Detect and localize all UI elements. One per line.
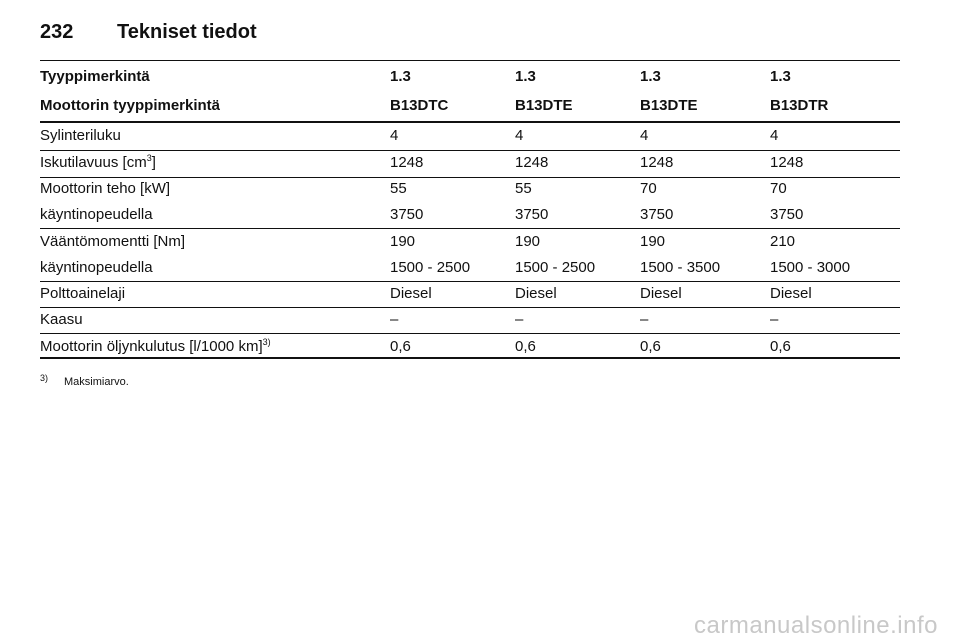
row-label: Kaasu	[40, 311, 83, 329]
page-title: Tekniset tiedot	[117, 21, 257, 43]
label-text: Moottorin öljynkulutus [l/1000 km]	[40, 338, 263, 355]
row-label: Iskutilavuus [cm3]	[40, 154, 156, 172]
table-rule	[40, 357, 900, 359]
cell: 55	[390, 180, 407, 197]
cell: 3750	[640, 206, 674, 223]
header-cell: Tyyppimerkintä	[40, 68, 150, 85]
label-text: Moottorin teho [kW]	[40, 180, 171, 197]
cell: –	[640, 311, 649, 328]
cell: 4	[390, 127, 399, 144]
header-cell: B13DTE	[640, 97, 698, 114]
cell: Diesel	[390, 285, 432, 302]
watermark: carmanualsonline.info	[694, 612, 938, 639]
table-rule	[40, 228, 900, 229]
header-cell: 1.3	[640, 68, 661, 85]
cell: 70	[640, 180, 657, 197]
label-text: Polttoainelaji	[40, 285, 126, 302]
label-text: ]	[151, 154, 156, 171]
table-rule	[40, 333, 900, 334]
cell: 1248	[390, 154, 424, 171]
row-label: Vääntömomentti [Nm]	[40, 233, 185, 251]
cell: 1500 - 3500	[640, 259, 721, 276]
cell: 3750	[770, 206, 804, 223]
cell: 1500 - 3000	[770, 259, 851, 276]
cell: 3750	[390, 206, 424, 223]
row-label: Polttoainelaji	[40, 285, 125, 303]
row-label: käyntinopeudella	[40, 206, 153, 224]
cell: 190	[390, 233, 416, 250]
cell: –	[770, 311, 779, 328]
header-cell: Moottorin tyyppimerkintä	[40, 97, 221, 114]
cell: 0,6	[515, 338, 536, 355]
cell: –	[390, 311, 399, 328]
cell: 4	[515, 127, 524, 144]
cell: Diesel	[640, 285, 682, 302]
cell: 0,6	[770, 338, 791, 355]
header-cell: B13DTR	[770, 97, 829, 114]
footnote-marker: 3)	[40, 373, 49, 383]
label-text: käyntinopeudella	[40, 206, 153, 223]
cell: 210	[770, 233, 796, 250]
label-text: Iskutilavuus [cm	[40, 154, 147, 171]
cell: 0,6	[640, 338, 661, 355]
cell: 3750	[515, 206, 549, 223]
header-cell: 1.3	[515, 68, 536, 85]
cell: 70	[770, 180, 787, 197]
cell: 4	[640, 127, 649, 144]
cell: 1248	[640, 154, 674, 171]
cell: 1248	[515, 154, 549, 171]
cell: Diesel	[515, 285, 557, 302]
cell: 1248	[770, 154, 804, 171]
table-rule	[40, 177, 900, 178]
cell: 1500 - 2500	[390, 259, 471, 276]
label-text: Kaasu	[40, 311, 83, 328]
cell: 190	[515, 233, 541, 250]
cell: 55	[515, 180, 532, 197]
row-label: Moottorin öljynkulutus [l/1000 km]3)	[40, 338, 271, 356]
row-label: Sylinteriluku	[40, 127, 121, 145]
label-text: Sylinteriluku	[40, 127, 121, 144]
page-number: 232	[40, 21, 74, 43]
table-rule	[40, 307, 900, 308]
header-cell: B13DTE	[515, 97, 573, 114]
header-rule	[40, 60, 900, 61]
header-cell: B13DTC	[390, 97, 449, 114]
cell: 1500 - 2500	[515, 259, 596, 276]
label-text: käyntinopeudella	[40, 259, 153, 276]
cell: 190	[640, 233, 666, 250]
cell: –	[515, 311, 524, 328]
header-cell: 1.3	[390, 68, 411, 85]
label-text: Vääntömomentti [Nm]	[40, 233, 186, 250]
table-rule	[40, 121, 900, 123]
table-rule	[40, 150, 900, 151]
row-label: Moottorin teho [kW]	[40, 180, 170, 198]
label-superscript: 3	[146, 153, 152, 163]
label-superscript: 3)	[262, 337, 271, 347]
header-cell: 1.3	[770, 68, 791, 85]
table-rule	[40, 281, 900, 282]
cell: Diesel	[770, 285, 812, 302]
footnote-text: Maksimiarvo.	[64, 376, 129, 388]
cell: 0,6	[390, 338, 411, 355]
cell: 4	[770, 127, 779, 144]
row-label: käyntinopeudella	[40, 259, 153, 277]
